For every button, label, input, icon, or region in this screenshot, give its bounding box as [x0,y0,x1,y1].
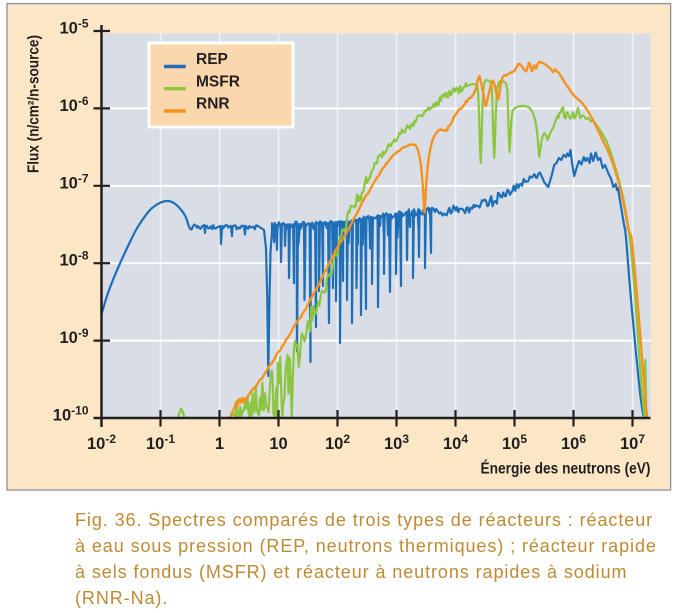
svg-text:10: 10 [269,435,287,453]
svg-text:REP: REP [196,51,228,68]
svg-text:RNR: RNR [196,96,230,113]
svg-text:1: 1 [215,435,224,453]
svg-text:Énergie des neutrons (eV): Énergie des neutrons (eV) [481,461,651,478]
svg-text:MSFR: MSFR [196,73,240,90]
svg-text:Flux (n/cm²/n-source): Flux (n/cm²/n-source) [26,35,43,173]
